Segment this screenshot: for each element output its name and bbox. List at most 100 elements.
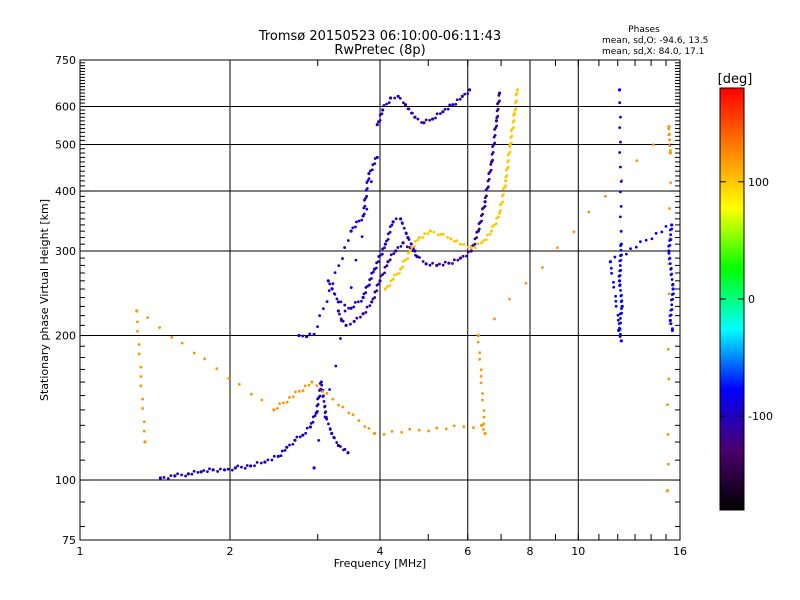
data-point	[325, 417, 329, 421]
data-point	[399, 217, 403, 221]
data-point	[442, 232, 445, 236]
data-point	[446, 235, 449, 239]
data-point	[333, 271, 337, 275]
data-point	[381, 108, 385, 112]
data-point	[618, 101, 622, 105]
data-point	[651, 143, 655, 147]
data-point	[669, 233, 673, 237]
data-point	[408, 249, 412, 253]
data-point	[330, 431, 334, 436]
data-point	[416, 238, 420, 242]
data-point	[360, 235, 364, 239]
data-point	[443, 260, 447, 264]
data-point	[407, 107, 411, 111]
data-point	[463, 92, 467, 96]
data-point	[270, 458, 274, 462]
data-point	[458, 256, 463, 260]
plot-area	[80, 60, 680, 540]
data-point	[495, 124, 499, 128]
data-point	[375, 289, 379, 293]
data-point	[276, 406, 279, 410]
data-point	[333, 436, 336, 440]
data-point	[509, 141, 513, 145]
data-point	[308, 332, 312, 336]
data-point	[619, 244, 622, 248]
data-point	[667, 251, 671, 255]
data-point	[401, 101, 405, 105]
data-point	[307, 383, 311, 387]
data-point	[352, 305, 356, 309]
series-o-mode-multiple-echo	[375, 88, 472, 127]
data-point	[233, 466, 237, 470]
data-point	[356, 300, 360, 304]
data-point	[432, 230, 436, 234]
data-point	[654, 231, 658, 235]
data-point	[618, 215, 622, 219]
data-point	[176, 472, 179, 476]
data-point	[137, 352, 141, 356]
data-point	[158, 476, 163, 480]
data-point	[362, 212, 366, 216]
data-point	[335, 441, 339, 444]
data-point	[667, 127, 671, 131]
data-point	[399, 267, 403, 271]
chart-subtitle: RwPretec (8p)	[334, 43, 425, 58]
chart-title: Tromsø 20150523 06:10:00-06:11:43	[258, 29, 501, 44]
data-point	[236, 464, 240, 468]
data-point	[349, 229, 353, 233]
data-point	[357, 219, 361, 223]
data-point	[387, 101, 391, 105]
series-o-mode-e-f1-low	[158, 380, 350, 480]
data-point	[418, 256, 421, 259]
data-point	[388, 230, 392, 234]
data-point	[216, 470, 219, 473]
data-point	[412, 245, 416, 248]
data-point	[446, 107, 450, 111]
data-point	[383, 246, 386, 250]
data-point	[282, 401, 285, 405]
data-point	[374, 266, 378, 270]
data-point	[462, 425, 466, 429]
data-point	[438, 112, 442, 116]
data-point	[297, 389, 301, 393]
data-point	[668, 318, 672, 323]
data-point	[451, 262, 454, 265]
colorbar-ticks: -100 0 100	[720, 176, 773, 423]
data-point	[608, 260, 613, 264]
data-point	[494, 119, 499, 123]
data-point	[294, 390, 297, 394]
data-point	[211, 468, 215, 472]
data-point	[385, 264, 389, 268]
data-point	[280, 449, 284, 453]
data-point	[351, 413, 355, 417]
data-point	[473, 242, 477, 246]
data-point	[431, 261, 434, 265]
data-point	[316, 403, 320, 406]
data-point	[475, 236, 479, 240]
data-point	[365, 194, 369, 198]
data-point	[667, 124, 671, 129]
data-point	[613, 255, 617, 259]
data-point	[361, 295, 365, 300]
x-tick-label: 1	[77, 545, 84, 558]
data-point	[390, 429, 394, 433]
data-point	[493, 133, 497, 137]
data-point	[515, 91, 519, 95]
data-point	[383, 287, 387, 291]
y-tick-label: 100	[55, 474, 76, 487]
data-point	[404, 258, 407, 262]
data-point	[263, 460, 267, 464]
data-point	[310, 380, 314, 384]
data-point	[481, 398, 484, 402]
data-point	[466, 250, 470, 254]
data-point	[629, 247, 632, 251]
data-point	[515, 99, 518, 103]
data-point	[512, 126, 515, 129]
data-point	[331, 397, 335, 401]
data-point	[279, 454, 283, 458]
data-point	[666, 433, 670, 436]
data-point	[410, 111, 414, 115]
data-point	[504, 179, 508, 183]
data-point	[514, 106, 518, 110]
data-point	[555, 246, 559, 250]
